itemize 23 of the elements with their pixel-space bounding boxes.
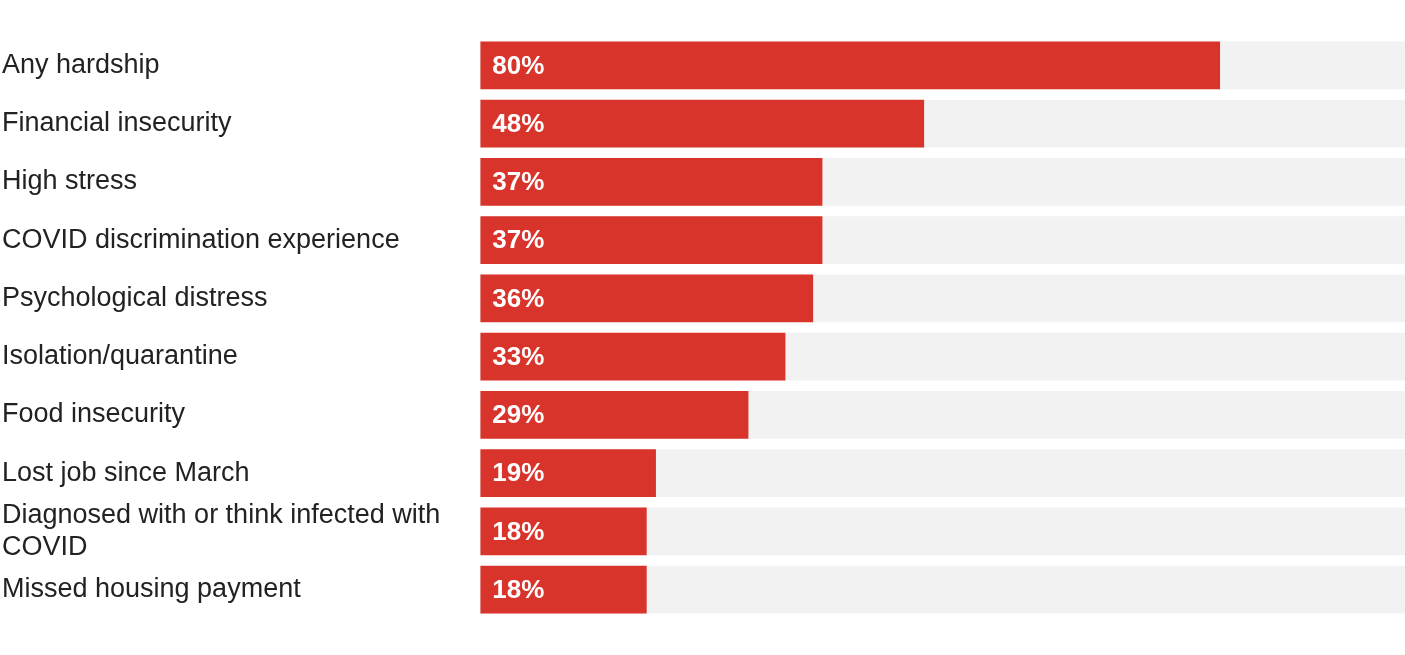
- data-label: 19%: [492, 457, 545, 488]
- y-tick-label: Financial insecurity: [2, 107, 233, 138]
- data-label: 37%: [492, 166, 545, 197]
- data-label: 33%: [492, 340, 545, 371]
- bar: [480, 507, 647, 556]
- data-label: 37%: [492, 224, 545, 255]
- y-tick-label: Isolation/quarantine: [2, 340, 238, 371]
- y-tick-label: Diagnosed with or think infected with COVID: [2, 498, 441, 562]
- bar: [480, 565, 647, 614]
- data-label: 80%: [492, 49, 545, 80]
- data-label: 18%: [492, 573, 545, 604]
- y-tick-label: Food insecurity: [2, 398, 186, 429]
- y-tick-label: COVID discrimination experience: [2, 223, 400, 254]
- y-tick-label: Any hardship: [2, 48, 160, 79]
- y-tick-label: High stress: [2, 165, 138, 196]
- y-tick-label: Lost job since March: [2, 456, 250, 487]
- data-label: 36%: [492, 282, 545, 313]
- y-tick-label: Psychological distress: [2, 281, 268, 312]
- data-label: 18%: [492, 515, 545, 546]
- data-label: 29%: [492, 399, 545, 430]
- y-tick-label: Missed housing payment: [2, 573, 302, 604]
- bar: [480, 449, 656, 498]
- data-label: 48%: [492, 107, 545, 138]
